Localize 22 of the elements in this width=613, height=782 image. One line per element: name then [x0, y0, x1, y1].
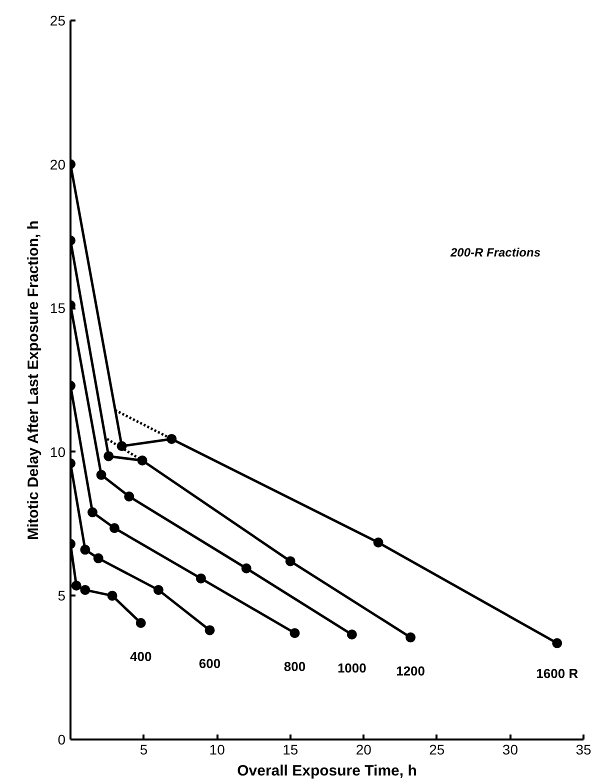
y-tick-label: 5: [58, 588, 66, 604]
series-label: 1000: [337, 660, 366, 676]
y-tick-label: 15: [50, 300, 66, 316]
x-tick-label: 25: [429, 742, 445, 758]
x-tick-label: 20: [356, 742, 372, 758]
y-axis-title: Mitotic Delay After Last Exposure Fraction, h: [24, 220, 42, 540]
x-tick-label: 15: [282, 742, 298, 758]
series-label: 1200: [396, 663, 426, 678]
series-label: 800: [284, 659, 306, 674]
annotation: 200-R Fractions: [449, 246, 541, 260]
x-tick-label: 10: [209, 742, 226, 758]
y-tick-label: 0: [58, 732, 66, 748]
series-label: 400: [130, 649, 152, 664]
y-tick-label: 10: [50, 444, 66, 460]
y-tick-label: 25: [50, 12, 66, 28]
text: 1600 R: [536, 666, 579, 682]
y-tick-label: 20: [50, 156, 66, 172]
x-axis-title: Overall Exposure Time, h: [237, 762, 417, 780]
series-label: 600: [198, 656, 221, 672]
x-tick-label: 30: [502, 742, 518, 758]
x-tick-label: 35: [576, 742, 592, 758]
x-tick-label: 5: [140, 742, 148, 758]
